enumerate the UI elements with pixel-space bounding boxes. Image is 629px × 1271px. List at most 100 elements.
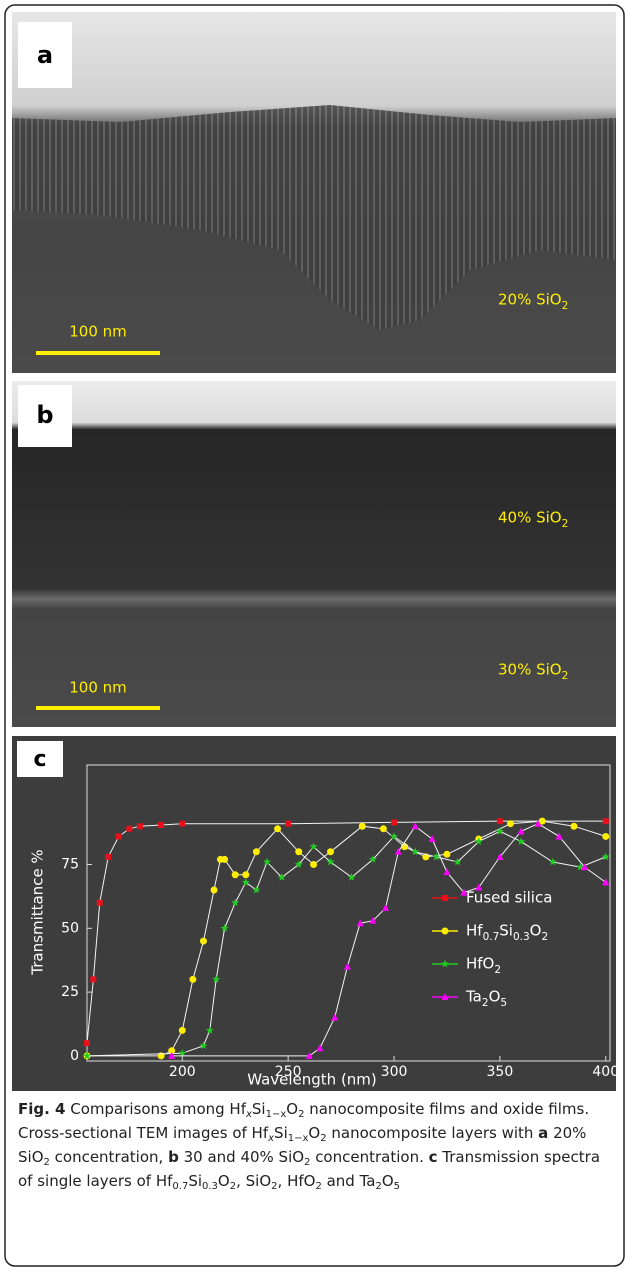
marker (105, 853, 112, 860)
marker (601, 852, 610, 861)
caption-text: 20% SiO (18, 1124, 587, 1166)
caption-text: c (428, 1148, 438, 1166)
panel-label: a (37, 41, 53, 69)
caption-text: x (268, 1133, 275, 1144)
caption-text: Fig. 4 (18, 1100, 66, 1118)
columnar-layer (12, 105, 616, 330)
plot-frame (86, 764, 611, 1062)
marker (241, 878, 250, 886)
caption-text: O (286, 1100, 299, 1118)
marker (231, 898, 240, 907)
marker (534, 819, 542, 827)
marker (495, 827, 504, 835)
caption-text: Si (274, 1124, 288, 1142)
annotation: 30% SiO2 (498, 661, 568, 683)
marker (84, 1040, 90, 1047)
x-tick-label: 200 (169, 1064, 196, 1080)
caption-text: O (308, 1124, 321, 1142)
legend-marker (441, 993, 449, 1000)
tem-image (12, 381, 616, 727)
marker (602, 818, 609, 825)
x-axis-label: Wavelength (nm) (247, 1071, 377, 1089)
marker (252, 885, 261, 894)
panel-label-box (18, 385, 72, 447)
caption-text: concentration. (310, 1148, 429, 1166)
caption-text: 1−x (265, 1109, 287, 1120)
marker (179, 820, 186, 827)
figure-border (4, 4, 625, 1267)
marker (548, 857, 557, 866)
marker (506, 820, 514, 828)
marker (178, 1026, 186, 1034)
marker (496, 852, 504, 860)
marker (581, 863, 589, 871)
marker (379, 825, 387, 833)
marker (309, 842, 318, 851)
marker (158, 821, 165, 828)
y-tick-label: 0 (70, 1048, 79, 1064)
marker (90, 976, 97, 983)
caption-text: 2 (320, 1133, 327, 1144)
marker (570, 822, 578, 830)
caption-text: 2 (271, 1181, 278, 1192)
marker (432, 852, 441, 861)
marker (326, 857, 335, 866)
marker (220, 924, 229, 932)
marker (331, 1013, 339, 1021)
marker (496, 818, 503, 825)
panel-label-box (17, 741, 63, 777)
scale-bar-label: 100 nm (69, 679, 127, 697)
marker (285, 820, 292, 827)
x-tick-label: 400 (592, 1064, 619, 1080)
marker (475, 883, 483, 891)
marker (168, 1051, 176, 1059)
chart-background (12, 736, 616, 1091)
legend-label: Fused silica (466, 889, 552, 907)
marker (411, 847, 420, 856)
marker (310, 861, 318, 869)
legend-label: HfO2 (466, 955, 501, 977)
marker (358, 822, 366, 830)
marker (212, 975, 221, 983)
caption-text: O (217, 1172, 230, 1190)
marker (443, 850, 451, 858)
marker (277, 873, 286, 881)
marker (178, 1049, 187, 1057)
caption-text: 2 (375, 1181, 382, 1192)
panel-label: c (33, 747, 46, 772)
caption-text: , SiO (236, 1172, 272, 1190)
marker (205, 1026, 214, 1034)
marker (453, 857, 462, 866)
caption-text: 30 and 40% SiO (178, 1148, 305, 1166)
marker (382, 903, 390, 911)
y-tick-label: 25 (61, 984, 79, 1000)
marker (168, 1047, 176, 1055)
caption-text: x (245, 1109, 252, 1120)
marker (602, 878, 610, 886)
caption-text: 0.3 (202, 1181, 218, 1192)
y-axis-label: Transmittance % (29, 849, 47, 975)
caption-text: , HfO (277, 1172, 316, 1190)
marker (83, 1051, 91, 1060)
marker (343, 962, 351, 970)
legend-label: Ta2O5 (465, 988, 507, 1010)
marker (126, 825, 133, 832)
marker (274, 825, 282, 833)
caption-text: 0.7 (172, 1181, 189, 1192)
marker (390, 832, 398, 840)
caption-text: 2 (229, 1181, 237, 1192)
caption-text: 1−x (287, 1133, 309, 1144)
marker (96, 899, 103, 906)
marker (443, 868, 451, 876)
marker (115, 833, 122, 840)
annotation: 20% SiO2 (498, 291, 568, 313)
x-tick-label: 300 (381, 1064, 408, 1080)
caption-text: Transmission spectra of single layers of… (18, 1148, 601, 1190)
series-line (86, 830, 606, 1057)
marker (460, 888, 468, 896)
caption-text: 2 (43, 1157, 50, 1168)
marker (428, 835, 436, 842)
marker (294, 860, 303, 868)
